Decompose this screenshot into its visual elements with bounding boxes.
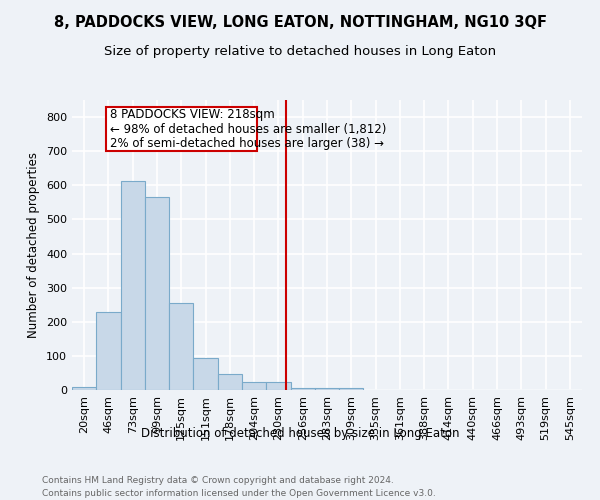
Text: 2% of semi-detached houses are larger (38) →: 2% of semi-detached houses are larger (3… [110, 136, 383, 149]
Bar [266, 382, 290, 390]
Text: 8 PADDOCKS VIEW: 218sqm: 8 PADDOCKS VIEW: 218sqm [110, 108, 274, 122]
Y-axis label: Number of detached properties: Number of detached properties [28, 152, 40, 338]
Bar [339, 388, 364, 390]
Text: Size of property relative to detached houses in Long Eaton: Size of property relative to detached ho… [104, 45, 496, 58]
Text: Distribution of detached houses by size in Long Eaton: Distribution of detached houses by size … [141, 428, 459, 440]
Bar [242, 382, 266, 390]
Bar [218, 374, 242, 390]
Bar [315, 388, 339, 390]
Bar [96, 312, 121, 390]
Text: 8, PADDOCKS VIEW, LONG EATON, NOTTINGHAM, NG10 3QF: 8, PADDOCKS VIEW, LONG EATON, NOTTINGHAM… [53, 15, 547, 30]
Bar [72, 386, 96, 390]
Bar [169, 304, 193, 390]
Bar [145, 196, 169, 390]
Bar [193, 358, 218, 390]
Bar [290, 388, 315, 390]
Text: ← 98% of detached houses are smaller (1,812): ← 98% of detached houses are smaller (1,… [110, 122, 386, 136]
Bar [121, 180, 145, 390]
Text: Contains HM Land Registry data © Crown copyright and database right 2024.
Contai: Contains HM Land Registry data © Crown c… [42, 476, 436, 498]
FancyBboxPatch shape [106, 107, 257, 151]
